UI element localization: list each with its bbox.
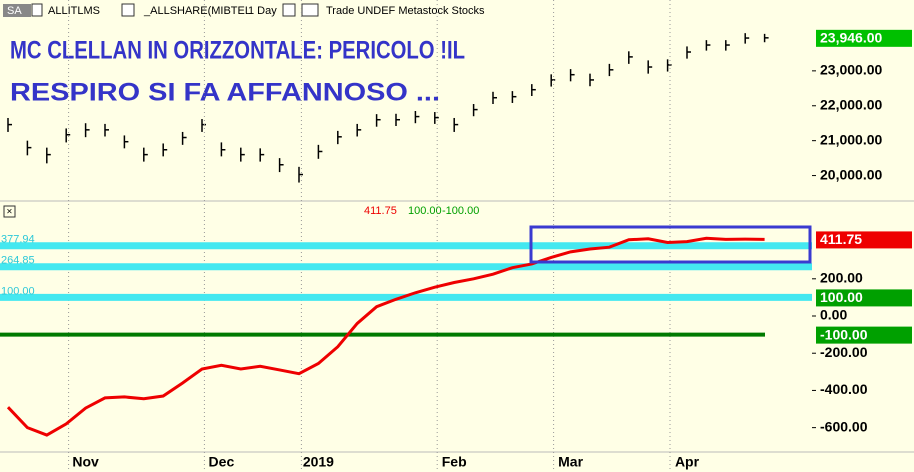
y-tick-label: 20,000.00 bbox=[820, 166, 882, 182]
y-tick-label: 0.00 bbox=[820, 307, 847, 323]
legend-value: -100.00 bbox=[442, 205, 479, 217]
legend-value: 411.75 bbox=[364, 205, 397, 217]
dropdown[interactable] bbox=[31, 3, 43, 17]
interval: 1 Day bbox=[248, 5, 277, 17]
legend-value: 100.00 bbox=[408, 205, 442, 217]
y-tick-label: -400.00 bbox=[820, 381, 868, 397]
value-box-label: 100.00 bbox=[820, 289, 863, 305]
title-line: RESPIRO SI FA AFFANNOSO ... bbox=[10, 79, 440, 107]
symbol-box[interactable] bbox=[3, 4, 31, 17]
y-tick-label: 23,000.00 bbox=[820, 62, 882, 78]
value-box bbox=[816, 326, 912, 344]
level-label: 100.00 bbox=[1, 285, 35, 297]
y-tick-label: 22,000.00 bbox=[820, 96, 882, 112]
value-box-label: -100.00 bbox=[820, 326, 868, 342]
highlight-box bbox=[529, 225, 812, 264]
value-box-label: 23,946.00 bbox=[820, 30, 882, 46]
dropdown[interactable] bbox=[121, 3, 135, 17]
symbol-box-text: SA bbox=[7, 5, 22, 17]
info: Trade UNDEF Metastock Stocks bbox=[326, 5, 485, 17]
symbol: ALLITLMS bbox=[48, 5, 100, 17]
index-name: _ALLSHARE(MIBTEL bbox=[143, 5, 251, 17]
value-box bbox=[816, 231, 912, 249]
oscillator-line bbox=[6, 236, 765, 437]
dropdown[interactable] bbox=[282, 3, 296, 17]
title-line: MC CLELLAN IN ORIZZONTALE: PERICOLO !IL bbox=[10, 37, 465, 65]
y-tick-label: 200.00 bbox=[820, 270, 863, 286]
x-tick-label: Nov bbox=[72, 454, 99, 470]
dropdown[interactable] bbox=[301, 3, 319, 17]
x-tick-label: Dec bbox=[209, 454, 235, 470]
close-button[interactable] bbox=[3, 205, 16, 218]
y-tick-label: -200.00 bbox=[820, 344, 868, 360]
value-box bbox=[816, 289, 912, 307]
x-tick-label: 2019 bbox=[303, 454, 334, 470]
x-tick-label: Apr bbox=[675, 454, 700, 470]
value-box bbox=[816, 29, 912, 47]
y-tick-label: -600.00 bbox=[820, 418, 868, 434]
close-icon: × bbox=[7, 207, 13, 218]
x-tick-label: Mar bbox=[558, 454, 583, 470]
x-tick-label: Feb bbox=[442, 454, 467, 470]
level-label: 264.85 bbox=[1, 255, 35, 267]
value-box-label: 411.75 bbox=[820, 231, 862, 247]
level-label: 377.94 bbox=[1, 234, 35, 246]
y-tick-label: 21,000.00 bbox=[820, 131, 882, 147]
